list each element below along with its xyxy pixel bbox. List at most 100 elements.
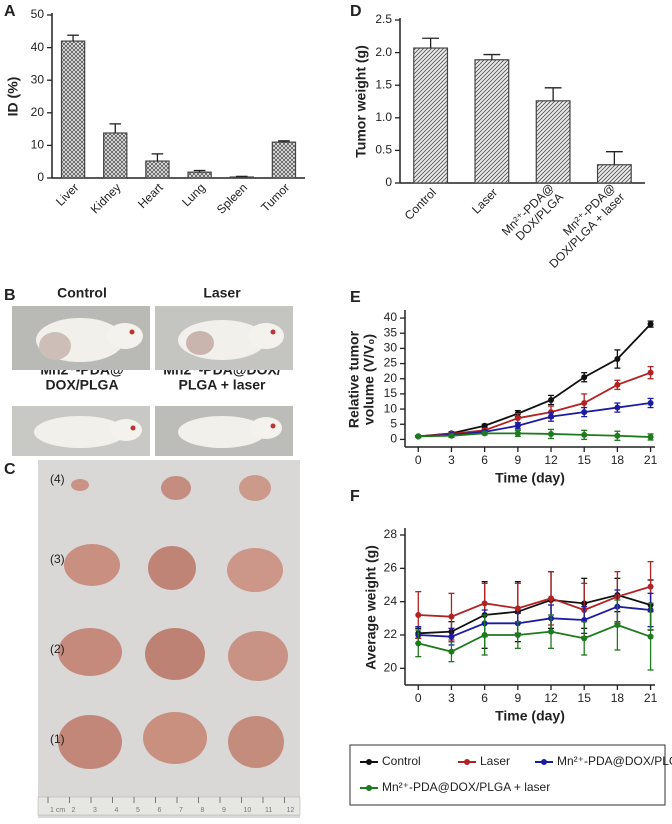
series-line (418, 594, 651, 635)
y-tick-label: 22 (384, 627, 398, 641)
x-tick-label: Tumor (258, 180, 292, 214)
point (614, 622, 621, 628)
panel-letter: B (4, 287, 16, 304)
x-tick-label: Liver (53, 180, 81, 208)
ruler-label: 4 (115, 807, 119, 814)
panel-letter: A (4, 3, 16, 20)
ruler-label: 10 (244, 807, 252, 814)
y-tick-label: 50 (31, 7, 45, 21)
y-tick-label: 35 (384, 325, 398, 339)
y-tick-label: 10 (31, 138, 45, 152)
point (548, 396, 555, 403)
point (514, 632, 521, 638)
y-tick-label: 5 (390, 416, 397, 430)
y-tick-label: 1.0 (375, 110, 392, 124)
point (481, 632, 488, 638)
point (581, 400, 588, 407)
ruler-label: 2 (72, 807, 76, 814)
point (415, 612, 422, 618)
legend-marker (464, 759, 470, 765)
x-tick-label: 21 (644, 691, 658, 705)
y-tick-label: 0.5 (375, 143, 392, 157)
point (415, 433, 422, 440)
error-bar (483, 53, 501, 60)
y-tick-label: 20 (384, 371, 398, 385)
legend-label: Mn²⁺-PDA@DOX/PLGA + laser (382, 780, 550, 794)
y-tick-label: 40 (384, 310, 398, 324)
panel-letter: F (350, 488, 360, 505)
bar (103, 132, 128, 179)
bar (271, 141, 297, 179)
panel-letter: E (350, 289, 361, 306)
point (614, 381, 621, 388)
point (614, 432, 621, 439)
x-tick-label: 3 (448, 453, 455, 467)
legend-marker (366, 785, 372, 791)
x-tick-label: Kidney (88, 180, 124, 216)
bar (413, 47, 449, 184)
point (548, 413, 555, 420)
mouse-photos (12, 306, 293, 456)
y-tick-label: 0 (37, 170, 44, 184)
y-axis-title: Relative tumorvolume (V/V₀) (345, 330, 376, 428)
x-tick-label: 6 (481, 453, 488, 467)
point (548, 595, 555, 602)
bar (187, 171, 212, 179)
ruler-label: 8 (201, 807, 205, 814)
y-tick-label: 1.5 (375, 77, 392, 91)
x-axis-title: Time (day) (495, 470, 565, 486)
y-tick-label: 20 (384, 661, 398, 675)
point (647, 433, 654, 440)
ruler: 1 cm 2 3 4 5 6 7 8 9 10 11 12 (47, 797, 294, 814)
error-bar (544, 87, 562, 101)
y-tick-label: 24 (384, 594, 398, 608)
ruler-label: 11 (265, 807, 272, 814)
x-tick-label: Lung (179, 180, 208, 209)
legend-label: Control (382, 754, 421, 768)
y-axis-title: ID (%) (5, 77, 21, 117)
legend-label: Mn²⁺-PDA@DOX/PLGA (557, 754, 672, 768)
legend-box (349, 744, 666, 806)
x-tick-label: 9 (514, 691, 521, 705)
error-bar (235, 175, 248, 178)
point (581, 635, 588, 642)
y-tick-label: 28 (384, 527, 398, 541)
point (647, 633, 654, 640)
y-tick-label: 10 (384, 401, 398, 415)
legend-marker (541, 759, 547, 765)
series-line (418, 605, 651, 638)
bar (535, 100, 571, 184)
x-tick-label: 3 (448, 691, 455, 705)
legend-label: Laser (480, 754, 510, 768)
ruler-label: 7 (179, 807, 183, 814)
point (448, 432, 455, 439)
x-tick-label: 18 (611, 691, 625, 705)
x-axis-title: Time (day) (495, 708, 565, 724)
sample-label: (1) (50, 732, 65, 746)
x-tick-label: 0 (415, 691, 422, 705)
panel-letter: D (350, 3, 362, 20)
panel-letter: C (4, 461, 16, 478)
series-line (418, 402, 651, 438)
x-tick-label: 12 (544, 453, 558, 467)
point (647, 583, 654, 590)
x-tick-label: 18 (611, 453, 625, 467)
point (514, 430, 521, 437)
x-tick-label: Laser (469, 185, 500, 216)
y-tick-label: 20 (31, 105, 45, 119)
x-tick-label: 21 (644, 453, 658, 467)
y-axis-title: Average weight (g) (363, 545, 379, 670)
series-line (418, 371, 651, 438)
x-tick-label: Mn²⁺-PDA@DOX/PLGA (499, 181, 566, 248)
point (448, 613, 455, 620)
y-tick-label: 0 (390, 432, 397, 446)
photo-caption: Laser (203, 285, 241, 301)
point (647, 369, 654, 376)
y-tick-label: 25 (384, 356, 398, 370)
point (448, 648, 455, 655)
bar (596, 164, 632, 184)
series-line (418, 323, 652, 438)
point (481, 430, 488, 437)
point (481, 422, 488, 429)
y-tick-label: 15 (384, 386, 398, 400)
